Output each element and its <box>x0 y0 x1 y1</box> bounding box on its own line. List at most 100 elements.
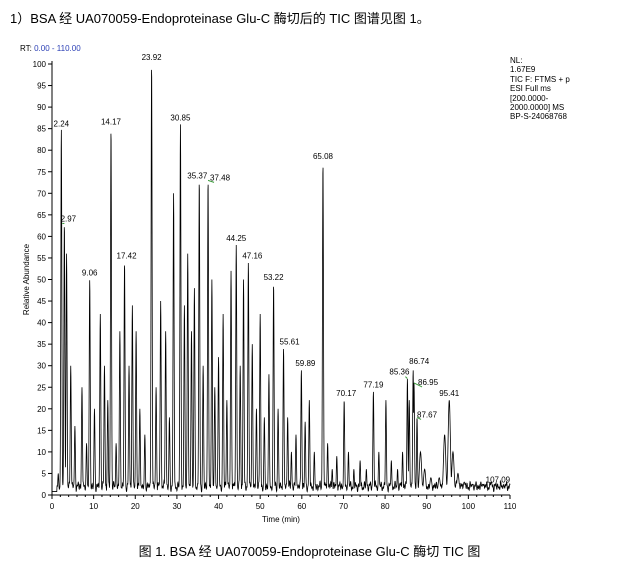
peak-label: 87.67 <box>417 410 438 419</box>
peak-point <box>256 408 257 409</box>
y-tick-label: 85 <box>37 125 46 134</box>
peak-point <box>119 331 120 332</box>
y-tick-label: 100 <box>33 60 47 69</box>
peak-label: 85.36 <box>389 368 410 377</box>
y-tick-label: 20 <box>37 405 46 414</box>
peak-label: 47.16 <box>242 251 263 260</box>
peak-point <box>464 481 465 482</box>
x-tick-label: 70 <box>339 502 348 511</box>
peak-point <box>268 374 269 375</box>
peak-point <box>94 408 95 409</box>
peak-leader-line <box>413 382 423 388</box>
rt-range-readout: RT: 0.00 - 110.00 <box>20 44 81 53</box>
info-line: [200.0000- <box>510 93 549 103</box>
peak-point <box>169 417 170 418</box>
peak-label: 55.61 <box>280 337 301 346</box>
peak-label: 35.37 <box>187 171 208 180</box>
peak-point <box>58 473 59 474</box>
info-line: BP-S-24068768 <box>510 112 567 122</box>
x-tick-label: 80 <box>381 502 390 511</box>
peak-point <box>243 279 244 280</box>
peak-label: 86.95 <box>418 378 439 387</box>
peak-point <box>439 477 440 478</box>
peak-point <box>74 425 75 426</box>
peak-point <box>327 443 328 444</box>
y-tick-label: 15 <box>37 426 46 435</box>
info-line: ESI Full ms <box>510 84 551 94</box>
y-axis-title: Relative Abundance <box>22 243 31 315</box>
y-tick-label: 80 <box>37 146 46 155</box>
rt-label: RT: <box>20 44 32 53</box>
peak-point <box>452 451 453 452</box>
y-tick-label: 5 <box>42 469 47 478</box>
peak-label: 95.41 <box>439 389 460 398</box>
peak-point <box>378 451 379 452</box>
peak-point <box>211 279 212 280</box>
peak-point <box>240 365 241 366</box>
x-tick-label: 30 <box>172 502 181 511</box>
peak-label: 86.74 <box>409 357 430 366</box>
peak-label: 65.08 <box>313 152 334 161</box>
peak-point <box>472 484 473 485</box>
x-axis-title: Time (min) <box>262 515 300 524</box>
peak-point <box>391 460 392 461</box>
scan-info-block: NL: 1.67E9 TIC F: FTMS + p ESI Full ms [… <box>510 56 570 122</box>
info-line: NL: <box>510 56 523 65</box>
peak-label: 44.25 <box>226 234 247 243</box>
peak-label: 59.89 <box>295 359 316 368</box>
peak-point <box>264 417 265 418</box>
x-tick-label: 100 <box>462 502 476 511</box>
y-tick-label: 25 <box>37 383 46 392</box>
peak-point <box>104 365 105 366</box>
peak-label: 14.17 <box>101 118 122 127</box>
peak-point <box>214 387 215 388</box>
peak-point <box>155 387 156 388</box>
peak-leader-line <box>405 376 408 379</box>
info-line: 1.67E9 <box>510 65 536 75</box>
x-tick-label: 110 <box>504 502 517 511</box>
peak-point <box>70 365 71 366</box>
y-tick-label: 90 <box>37 103 46 112</box>
peak-labels-layer: 2.24 2.97 9.06 14.17 17.42 23.92 30.85 35.37 37.… <box>54 53 511 484</box>
rt-range-value: 0.00 - 110.00 <box>34 44 81 53</box>
peak-point <box>366 469 367 470</box>
peak-point <box>444 434 445 435</box>
peak-point <box>305 421 306 422</box>
peak-label: 2.97 <box>61 214 77 223</box>
y-tick-label: 55 <box>37 254 46 263</box>
y-tick-label: 70 <box>37 189 46 198</box>
peak-point <box>295 434 296 435</box>
peak-label: 77.19 <box>363 381 384 390</box>
y-tick-label: 40 <box>37 319 46 328</box>
y-tick-label: 35 <box>37 340 46 349</box>
peak-point <box>482 484 483 485</box>
peak-label: 9.06 <box>82 269 98 278</box>
peak-point <box>457 473 458 474</box>
peak-point <box>132 305 133 306</box>
x-tick-label: 60 <box>297 502 306 511</box>
peak-point <box>100 313 101 314</box>
peak-point <box>309 400 310 401</box>
info-line: TIC F: FTMS + p <box>510 74 570 84</box>
peak-leader-line <box>207 179 215 183</box>
peak-point <box>348 451 349 452</box>
y-tick-label: 0 <box>42 491 47 500</box>
peak-point <box>66 253 67 254</box>
y-tick-label: 30 <box>37 362 46 371</box>
y-tick-label: 95 <box>37 82 46 91</box>
peak-point <box>260 313 261 314</box>
peak-point <box>144 434 145 435</box>
peak-point <box>203 365 204 366</box>
peak-label: 53.22 <box>264 273 285 282</box>
x-tick-label: 40 <box>214 502 223 511</box>
peak-point <box>420 451 421 452</box>
axes-layer: 0 5 10 15 20 25 30 35 40 45 50 55 60 65 70 75 80 85 90 95 10… <box>33 60 517 511</box>
peak-label: 30.85 <box>170 113 191 122</box>
peak-point <box>160 300 161 301</box>
peak-point <box>194 288 195 289</box>
peak-point <box>187 253 188 254</box>
peak-point <box>402 451 403 452</box>
x-tick-label: 10 <box>89 502 98 511</box>
x-tick-label: 90 <box>422 502 431 511</box>
